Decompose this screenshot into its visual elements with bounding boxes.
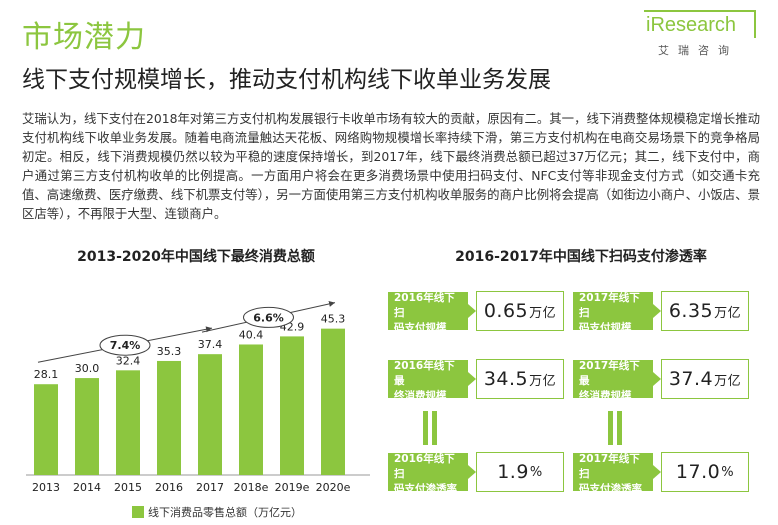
card-2017-scan-payment: 2017年线下扫 码支付规模 6.35 万亿 (573, 291, 749, 334)
bar-2016 (157, 360, 181, 475)
card-value: 6.35 万亿 (661, 291, 749, 331)
card-value-number: 17.0 (675, 461, 721, 483)
card-value-unit: % (529, 464, 543, 480)
legend-label: 线下消费品零售总额（万亿元） (148, 506, 302, 519)
bar-chart-svg: 28.1 2013 30.0 2014 32.4 2015 35.3 2016 37.4 2017… (26, 301, 370, 494)
card-2016-consumption: 2016年线下最 终消费规模 34.5 万亿 (388, 359, 564, 402)
growth-badge (243, 306, 294, 328)
card-label: 2017年线下扫 码支付渗透率 (573, 452, 661, 495)
card-2017-consumption: 2017年线下最 终消费规模 37.4 万亿 (573, 359, 749, 402)
card-value-unit: 万亿 (529, 373, 557, 389)
card-label: 2016年线下扫 码支付规模 (388, 291, 476, 334)
page-headline: 线下支付规模增长，推动支付机构线下收单业务发展 (22, 67, 551, 93)
bar-value-label: 28.1 (34, 368, 59, 381)
x-tick-label: 2016 (155, 481, 183, 494)
bar-2018e (239, 344, 263, 475)
card-value-number: 0.65 (483, 300, 529, 322)
bar-2013 (34, 384, 58, 475)
x-tick-label: 2018e (234, 481, 269, 494)
bar-2020e (321, 328, 345, 475)
card-label-line2: 码支付渗透率 (394, 482, 457, 495)
chart-title: 2013-2020年中国线下最终消费总额 (77, 249, 315, 265)
section-title: 市场潜力 (22, 20, 146, 55)
card-value-number: 37.4 (668, 368, 714, 390)
card-value: 34.5 万亿 (476, 359, 564, 399)
card-value-unit: 万亿 (714, 305, 742, 321)
x-tick-label: 2013 (32, 481, 60, 494)
x-tick-label: 2017 (196, 481, 224, 494)
card-value: 17.0% (661, 452, 749, 492)
equals-connector (608, 411, 622, 445)
card-label-line1: 2016年线下扫 (394, 452, 455, 480)
card-label-line2: 终消费规模 (579, 389, 632, 402)
bar-value-label: 35.3 (157, 345, 182, 358)
card-label-line2: 码支付规模 (579, 321, 632, 334)
equals-connector (423, 411, 437, 445)
bar-2014 (75, 378, 99, 475)
card-label-line2: 码支付渗透率 (579, 482, 642, 495)
bar-2019e (280, 336, 304, 475)
logo-frame (644, 10, 756, 38)
bar-value-label: 40.4 (239, 328, 264, 341)
penetration-title: 2016-2017年中国线下扫码支付渗透率 (455, 249, 707, 265)
card-value-unit: % (721, 464, 735, 480)
intro-paragraph: 艾瑞认为，线下支付在2018年对第三方支付机构发展银行卡收单市场有较大的贡献，原… (22, 111, 760, 221)
iresearch-logo: iResearch 艾瑞咨询 (644, 10, 756, 60)
card-value-number: 34.5 (483, 368, 529, 390)
growth-rate-label: 7.4% (110, 339, 141, 352)
card-value-unit: 万亿 (714, 373, 742, 389)
bar-value-label: 37.4 (198, 338, 223, 351)
card-label: 2017年线下最 终消费规模 (573, 359, 661, 402)
card-value-number: 1.9 (497, 461, 529, 483)
bar-value-label: 30.0 (75, 362, 100, 375)
card-2016-penetration: 2016年线下扫 码支付渗透率 1.9% (388, 452, 564, 495)
card-label-line2: 终消费规模 (394, 389, 447, 402)
card-label-line1: 2017年线下最 (579, 359, 640, 387)
chart-legend: 线下消费品零售总额（万亿元） (132, 504, 302, 520)
card-value: 37.4 万亿 (661, 359, 749, 399)
x-tick-label: 2019e (275, 481, 310, 494)
card-label: 2016年线下最 终消费规模 (388, 359, 476, 402)
card-label: 2017年线下扫 码支付规模 (573, 291, 661, 334)
card-2016-scan-payment: 2016年线下扫 码支付规模 0.65 万亿 (388, 291, 564, 334)
card-label-line2: 码支付规模 (394, 321, 447, 334)
x-tick-label: 2015 (114, 481, 142, 494)
card-label-line1: 2016年线下最 (394, 359, 455, 387)
card-label-line1: 2017年线下扫 (579, 452, 640, 480)
card-value-number: 6.35 (668, 300, 714, 322)
x-tick-label: 2014 (73, 481, 101, 494)
card-value: 1.9% (476, 452, 564, 492)
bar-2017 (198, 354, 222, 475)
x-tick-label: 2020e (316, 481, 351, 494)
card-value: 0.65 万亿 (476, 291, 564, 331)
growth-badge (99, 334, 151, 356)
logo-sub-text: 艾瑞咨询 (658, 44, 738, 57)
bar-chart: 28.1 2013 30.0 2014 32.4 2015 35.3 2016 37.4 2017… (22, 268, 374, 525)
logo-main-text: iResearch (646, 14, 737, 36)
card-label-line1: 2016年线下扫 (394, 291, 455, 319)
card-label: 2016年线下扫 码支付渗透率 (388, 452, 476, 495)
legend-swatch (132, 506, 144, 518)
card-value-unit: 万亿 (529, 305, 557, 321)
bar-value-label: 45.3 (321, 313, 346, 326)
card-2017-penetration: 2017年线下扫 码支付渗透率 17.0% (573, 452, 749, 495)
card-label-line1: 2017年线下扫 (579, 291, 640, 319)
bar-value-label: 32.4 (116, 354, 141, 367)
bar-2015 (116, 370, 140, 475)
growth-rate-label: 6.6% (253, 311, 284, 324)
